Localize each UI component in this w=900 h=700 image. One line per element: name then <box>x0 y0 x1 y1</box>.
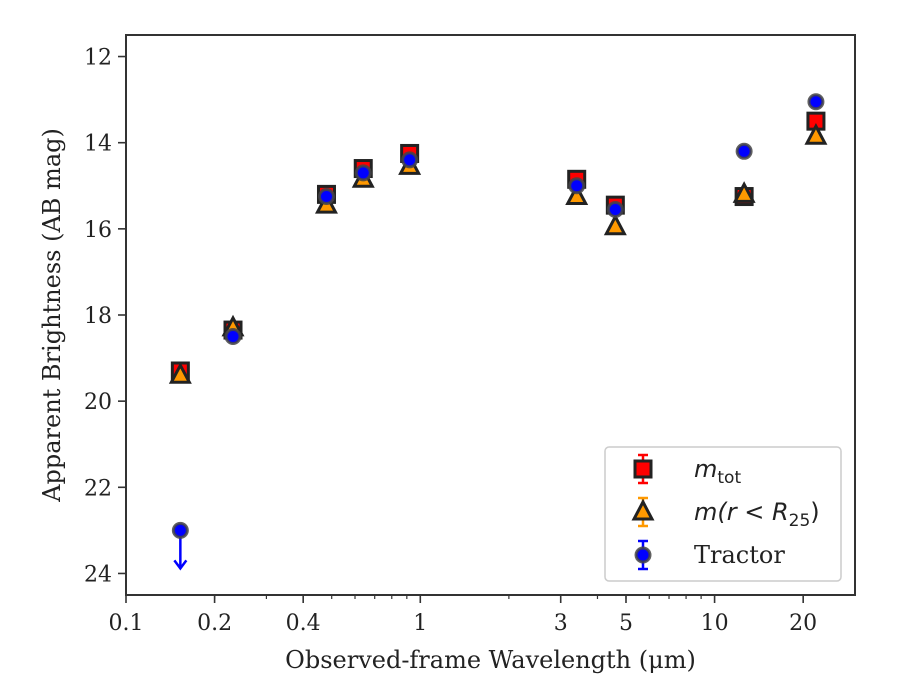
y-tick-label: 22 <box>84 476 112 501</box>
upper-limit-arrow-head <box>173 559 188 571</box>
y-tick-label: 18 <box>84 304 112 329</box>
mr25-point <box>732 181 756 203</box>
legend-label-mtot: mtot <box>694 455 741 488</box>
mr25-point <box>565 183 589 206</box>
y-tick-label: 20 <box>84 390 112 415</box>
tractor-point <box>735 142 753 160</box>
plot-frame <box>125 34 856 596</box>
mr25-point <box>168 362 192 384</box>
y-tick-label: 12 <box>84 46 112 71</box>
mr25-point <box>804 123 828 145</box>
x-tick-label: 1 <box>413 611 427 636</box>
y-tick-label: 24 <box>84 562 112 587</box>
legend-label-mr25: m(r < R25) <box>694 498 820 531</box>
x-tick-label: 5 <box>619 611 633 636</box>
series-tractor <box>171 93 825 571</box>
tractor-point <box>224 328 242 346</box>
legend-marker-mtot <box>633 459 653 479</box>
tractor-point <box>317 188 335 206</box>
data-marks <box>168 93 828 571</box>
x-tick-label: 0.2 <box>197 611 232 636</box>
x-tick-label: 10 <box>701 611 729 636</box>
tractor-point <box>171 521 189 539</box>
x-tick-label: 20 <box>789 611 817 636</box>
tractor-point <box>807 93 825 111</box>
tractor-point <box>354 164 372 182</box>
y-axis-label: Apparent Brightness (AB mag) <box>38 128 66 503</box>
x-tick-label: 3 <box>554 611 568 636</box>
x-tick-label: 0.1 <box>109 611 144 636</box>
y-tick-label: 16 <box>84 218 112 243</box>
y-tick-label: 14 <box>84 132 112 157</box>
tractor-point <box>401 151 419 169</box>
legend-marker-tractor <box>634 546 652 564</box>
tractor-point <box>568 177 586 195</box>
legend-label-tractor: Tractor <box>694 541 785 569</box>
legend-box <box>604 446 842 582</box>
x-tick-label: 0.4 <box>286 611 321 636</box>
legend-marker-mr25 <box>631 498 655 521</box>
mr25-point <box>603 213 627 236</box>
legend: mtot m(r < R25) Tractor <box>604 446 842 582</box>
x-axis-label: Observed-frame Wavelength (μm) <box>285 646 696 674</box>
tractor-point <box>606 200 624 218</box>
axis-ticks: 0.1 0.2 0.4 1 3 5 10 20 12 14 16 18 20 22 24 <box>84 46 817 636</box>
